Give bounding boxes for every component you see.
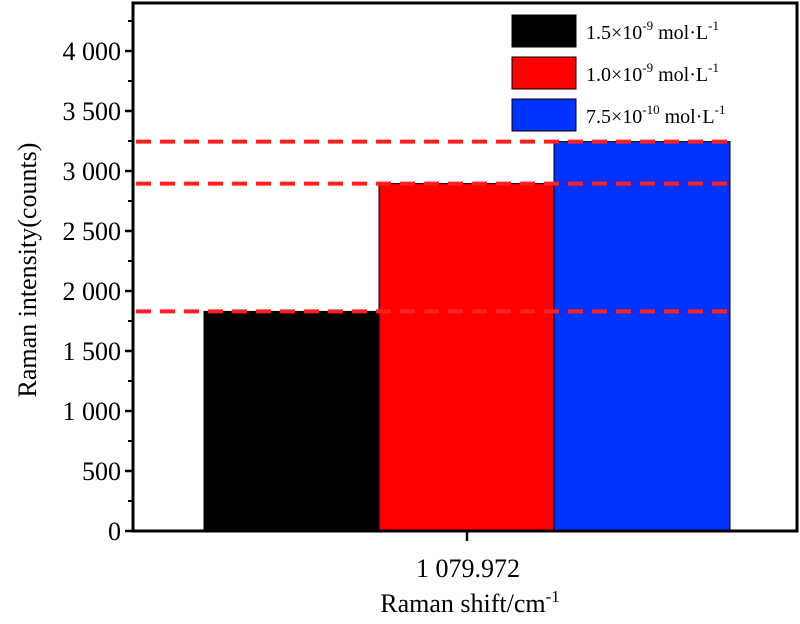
y-axis: 0 500 1 000 1 500 2 000 2 500 3 000 3 500 4 000 <box>63 20 469 546</box>
x-axis-title-sup: -1 <box>546 587 560 606</box>
legend-label-1: 1.5×10-9 mol·L-1 <box>586 18 719 44</box>
y-tick-label-6: 3 000 <box>63 157 122 186</box>
bars <box>203 141 731 532</box>
reference-lines <box>136 139 733 314</box>
x-tick-label: 1 079.972 <box>416 554 520 583</box>
y-tick-label-7: 3 500 <box>63 97 122 126</box>
legend-swatch-2 <box>511 56 577 90</box>
legend-label-2: 1.0×10-9 mol·L-1 <box>586 60 719 86</box>
y-tick-label-3: 1 500 <box>63 337 122 366</box>
legend-swatch-1 <box>511 14 577 48</box>
y-tick-label-0: 0 <box>108 517 121 546</box>
y-tick-label-5: 2 500 <box>63 217 122 246</box>
bar-1 <box>203 310 381 532</box>
x-axis-title-text: Raman shift/cm <box>380 589 545 618</box>
y-tick-label-4: 2 000 <box>63 277 122 306</box>
x-axis-title: Raman shift/cm-1 <box>380 587 560 618</box>
y-axis-title: Raman intensity(counts) <box>13 143 42 398</box>
bar-2 <box>378 183 556 532</box>
legend: 1.5×10-9 mol·L-1 1.0×10-9 mol·L-1 7.5×10-1… <box>511 14 725 132</box>
y-tick-label-8: 4 000 <box>63 37 122 66</box>
y-tick-label-2: 1 000 <box>63 397 122 426</box>
legend-swatch-3 <box>511 98 577 132</box>
legend-label-3: 7.5×10-10 mol·L-1 <box>586 102 725 128</box>
y-tick-label-1: 500 <box>82 457 121 486</box>
bar-3 <box>553 141 731 532</box>
plot-frame <box>131 1 799 533</box>
